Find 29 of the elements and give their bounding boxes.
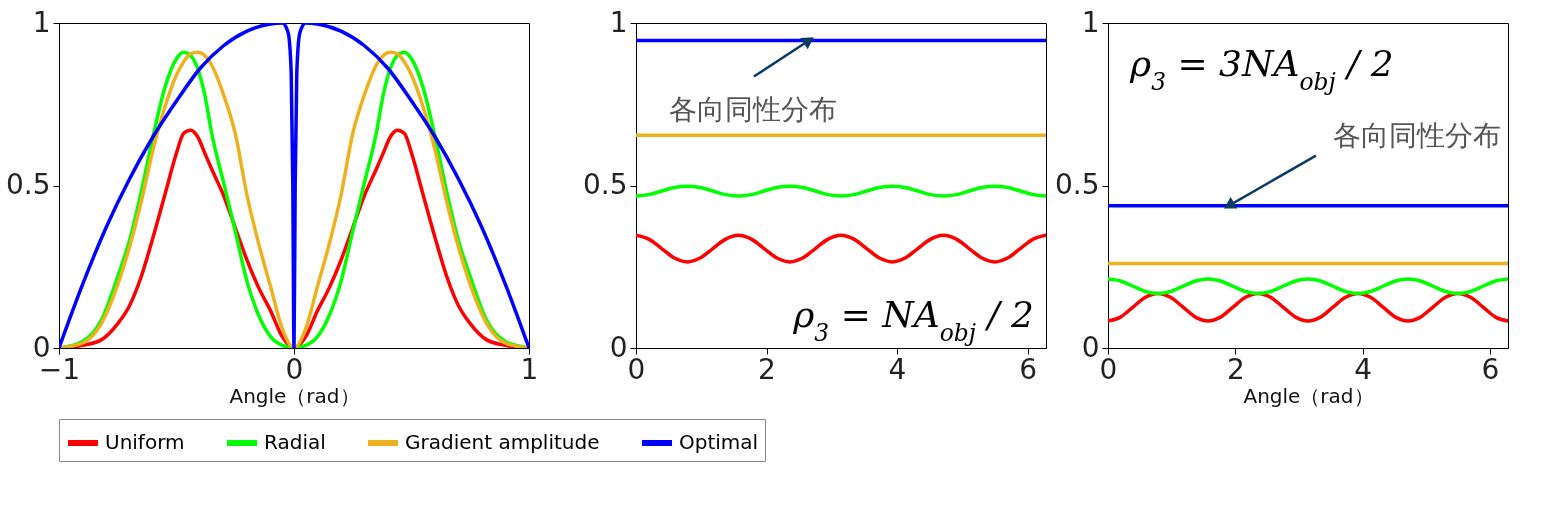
legend-label: Uniform — [105, 430, 185, 454]
legend-label: Optimal — [679, 430, 759, 454]
x-tick-label: 0 — [285, 352, 304, 386]
legend-label: Radial — [264, 430, 326, 454]
x-axis-title: Angle（rad） — [1243, 383, 1374, 408]
legend-label: Gradient amplitude — [405, 430, 600, 454]
y-tick-label: 1 — [1081, 5, 1100, 39]
y-tick-label: 0.5 — [5, 168, 51, 201]
annotation: ρ$_{3}$ = NA$_{obj}$ / 2 — [792, 294, 1034, 347]
x-tick-label: 1 — [520, 352, 539, 386]
x-axis-title: Angle（rad） — [229, 383, 360, 408]
annotation: 各向同性分布 — [668, 92, 837, 126]
x-tick-label: 6 — [1481, 352, 1500, 386]
line-series — [636, 233, 1046, 264]
x-tick-label: 4 — [888, 352, 907, 386]
y-tick-label: 0.5 — [582, 168, 628, 201]
x-tick-label: 6 — [1019, 352, 1037, 386]
y-tick-label: 1 — [32, 5, 51, 39]
annotation: ρ$_{3}$ = 3NA$_{obj}$ / 2 — [1129, 43, 1394, 96]
y-tick-label: 0 — [1081, 330, 1100, 364]
x-tick-label: 2 — [758, 352, 776, 386]
x-tick-label: 4 — [1354, 352, 1373, 386]
y-tick-label: 0 — [609, 330, 628, 364]
y-tick-label: 0.5 — [1054, 168, 1100, 201]
y-tick-label: 1 — [609, 5, 628, 39]
line-series — [1108, 277, 1508, 296]
annotation: 各向同性分布 — [1332, 118, 1501, 152]
line-series — [636, 184, 1046, 198]
x-tick-label: 2 — [1226, 352, 1245, 386]
